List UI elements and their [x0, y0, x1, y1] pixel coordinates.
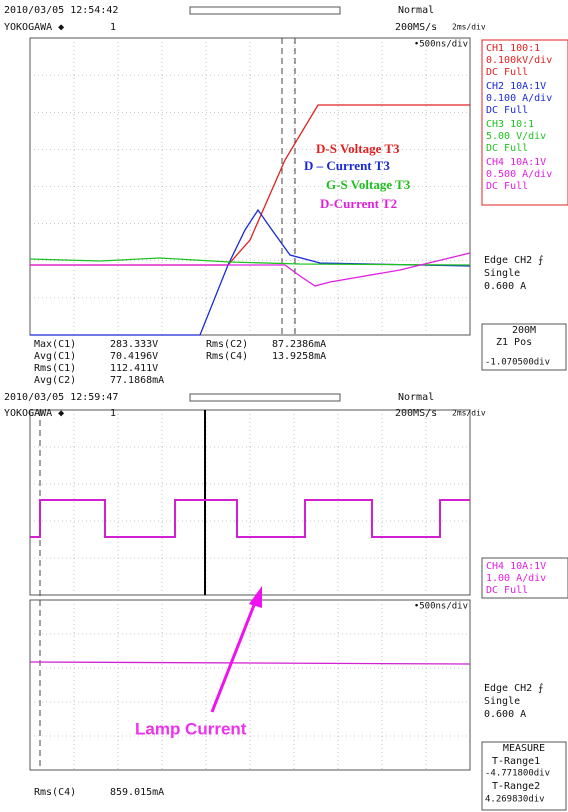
cursors — [40, 38, 295, 770]
measure-value: 70.4196V — [110, 351, 158, 362]
channel-name: CH4 10A:1V — [486, 561, 546, 572]
annotation: D – Current T3 — [304, 158, 390, 173]
time-div: 2ms/div — [452, 23, 486, 32]
trace-ch4 — [30, 253, 470, 286]
channel-coupling: DC Full — [486, 105, 528, 116]
arrow — [212, 586, 262, 712]
zoom-label: Z1 Pos — [496, 337, 532, 348]
trace-ch2 — [30, 210, 470, 335]
measure-label: Rms(C4) — [34, 787, 76, 798]
measure-row: -4.771800div — [485, 769, 550, 779]
channel-coupling: DC Full — [486, 585, 528, 596]
mode: Normal — [398, 5, 434, 16]
sample-rate: 200MS/s — [395, 22, 437, 33]
annotation: D-S Voltage T3 — [316, 141, 400, 156]
trigger-level: 0.600 A — [484, 709, 526, 720]
trace-lamp-main — [30, 662, 470, 664]
measure-row: 4.269830div — [485, 795, 545, 805]
measure-value: 13.9258mA — [272, 351, 326, 362]
channel-coupling: DC Full — [486, 67, 528, 78]
channel-name: CH3 10:1 — [486, 119, 534, 130]
measure-label: Rms(C1) — [34, 363, 76, 374]
trigger-mode: Single — [484, 696, 520, 707]
channel-scale: 1.00 A/div — [486, 573, 546, 584]
measure-label: Avg(C1) — [34, 351, 76, 362]
sample-rate: 200MS/s — [395, 408, 437, 419]
channel-coupling: DC Full — [486, 181, 528, 192]
brand: YOKOGAWA ◆ — [4, 22, 64, 33]
annotation: G-S Voltage T3 — [326, 177, 411, 192]
measure-value: 283.333V — [110, 339, 158, 350]
measure-row: T-Range2 — [492, 781, 540, 792]
zoom-div: •500ns/div — [414, 602, 468, 612]
trigger-edge: Edge CH2 ⨍ — [484, 683, 543, 694]
zoom-title: 200M — [512, 325, 536, 336]
timebar — [190, 7, 340, 14]
channel-name: CH4 10A:1V — [486, 157, 546, 168]
measure-value: 112.411V — [110, 363, 158, 374]
timebar — [190, 394, 340, 401]
body: 2010/03/05 12:54:42 YOKOGAWA ◆ 1 Normal … — [0, 0, 568, 812]
brand: YOKOGAWA ◆ — [4, 408, 64, 419]
timestamp: 2010/03/05 12:54:42 — [4, 5, 118, 16]
measure-label: Max(C1) — [34, 339, 76, 350]
channel-scale: 5.00 V/div — [486, 131, 546, 142]
trigger-level: 0.600 A — [484, 281, 526, 292]
zoom-marker: 1 — [110, 408, 116, 419]
channel-scale: 0.100 A/div — [486, 93, 552, 104]
channel-name: CH2 10A:1V — [486, 81, 546, 92]
channel-name: CH1 100:1 — [486, 43, 540, 54]
measure-label: Rms(C2) — [206, 339, 248, 350]
timestamp: 2010/03/05 12:59:47 — [4, 392, 118, 403]
trace-ch3 — [30, 258, 470, 265]
channel-coupling: DC Full — [486, 143, 528, 154]
zoom-marker: 1 — [110, 22, 116, 33]
zoom-value: -1.070500div — [485, 358, 550, 368]
annotation: Lamp Current — [135, 719, 247, 738]
time-div: 2ms/div — [452, 409, 486, 418]
measure-value: 859.015mA — [110, 787, 164, 798]
trigger-edge: Edge CH2 ⨍ — [484, 255, 543, 266]
measure-label: Rms(C4) — [206, 351, 248, 362]
page: {"screens": [ {"timestamp": "2010/03/05 … — [0, 0, 568, 812]
grids — [30, 38, 470, 770]
measure-title: MEASURE — [503, 743, 545, 754]
zoom-div: •500ns/div — [414, 40, 468, 50]
trigger-mode: Single — [484, 268, 520, 279]
arrow-head — [249, 586, 262, 608]
measure-value: 87.2386mA — [272, 339, 326, 350]
channel-scale: 0.100kV/div — [486, 55, 552, 66]
channel-scale: 0.500 A/div — [486, 169, 552, 180]
mode: Normal — [398, 392, 434, 403]
measure-value: 77.1868mA — [110, 375, 164, 386]
screenshot: 2010/03/05 12:54:42 YOKOGAWA ◆ 1 Normal … — [0, 0, 568, 812]
measure-row: T-Range1 — [492, 756, 540, 767]
arrow-line — [212, 600, 256, 712]
annotation: D-Current T2 — [320, 196, 397, 211]
measure-label: Avg(C2) — [34, 375, 76, 386]
